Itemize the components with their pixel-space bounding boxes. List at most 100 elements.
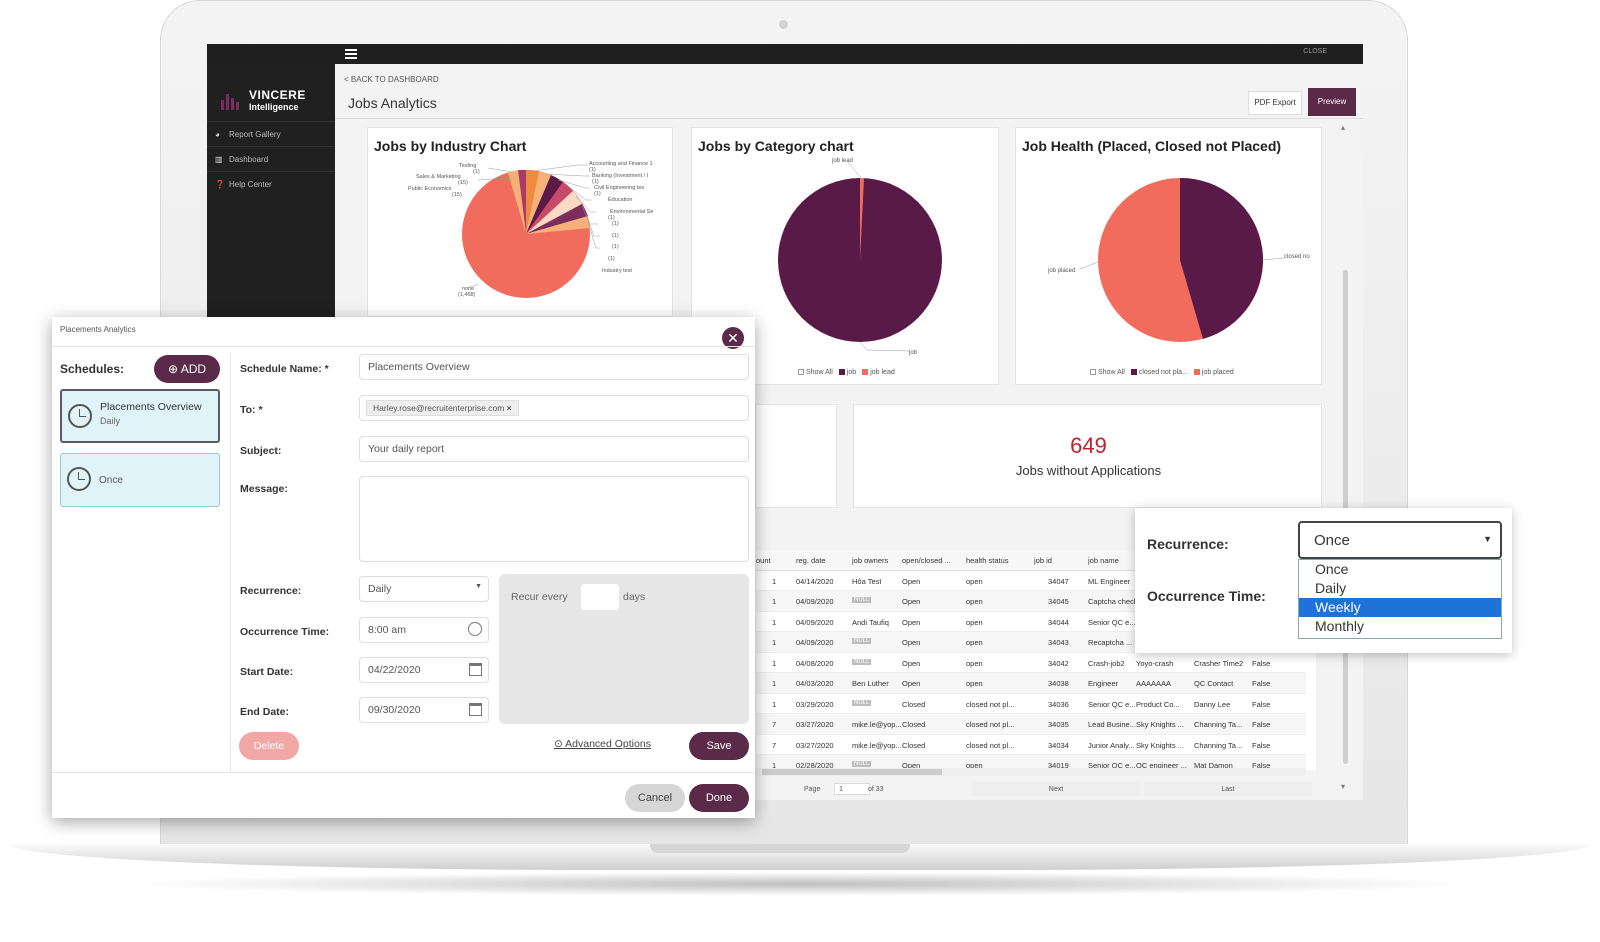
col-header[interactable]: job name [1088,556,1119,565]
option-once[interactable]: Once [1315,561,1349,577]
pie-icon: ◕ [215,130,220,139]
delete-button[interactable]: Delete [239,732,299,760]
cancel-button[interactable]: Cancel [625,784,685,812]
option-weekly[interactable]: Weekly [1299,598,1501,617]
add-schedule-button[interactable]: ⊕ ADD [154,355,220,383]
table-cell: Open [902,576,921,586]
schedule-item-selected[interactable]: Placements Overview Daily [60,389,220,443]
message-textarea[interactable] [359,476,749,562]
table-cell: mike.le@yop... [852,740,902,750]
recurrence-select[interactable]: Daily ▼ [359,576,489,602]
hamburger-menu-icon[interactable] [345,49,357,59]
table-cell: NULL [852,761,872,767]
clock-icon[interactable] [468,622,482,636]
table-row[interactable]: 7 03/27/2020 mike.le@yop... Closed closed no… [756,714,1306,735]
industry-none-value: (1,468) [458,292,476,298]
to-input[interactable]: Harley.rose@recruitenterprise.com × [359,395,749,421]
health-chart-card: Job Health (Placed, Closed not Placed) c… [1015,127,1322,385]
industry-label: Sales & Marketing [416,174,461,180]
schedule-name-label: Schedule Name: * [240,363,329,375]
table-cell: Sky Knights ... [1136,720,1184,729]
table-cell: 34047 [1048,576,1069,586]
table-cell: 04/08/2020 [796,658,834,668]
scroll-down-icon[interactable]: ▾ [1341,782,1346,791]
done-button[interactable]: Done [689,784,749,812]
table-cell: False [1252,740,1271,750]
category-legend[interactable]: Show All job job lead [792,369,895,376]
sidebar-item-dashboard[interactable]: ▥ Dashboard [207,146,335,171]
calendar-icon[interactable] [469,703,482,716]
save-button[interactable]: Save [689,732,749,760]
kpi-card-partial [755,404,837,508]
table-pager: Page 1 of 33 Next Last [756,782,1316,796]
col-header[interactable]: open/closed ... [902,556,951,565]
table-row[interactable]: 1 04/03/2020 Ben Luther Open open 34038 Engine… [756,673,1306,694]
table-hscroll[interactable] [756,768,1306,776]
table-cell: 04/09/2020 [796,617,834,627]
next-page-button[interactable]: Next [972,782,1140,796]
option-monthly[interactable]: Monthly [1315,618,1365,634]
recurrence-dropdown-callout: Recurrence: Occurrence Time: Once ▼ Once … [1135,508,1512,653]
table-cell: False [1252,761,1271,770]
to-label: To: * [240,404,263,416]
table-cell: open [966,638,983,647]
table-cell: Channing Ta... [1194,720,1243,729]
scroll-up-icon[interactable]: ▴ [1341,123,1346,132]
health-legend[interactable]: Show All closed not pla... job placed [1084,369,1234,376]
pdf-export-button[interactable]: PDF Export [1248,91,1302,115]
kpi-card-jobs-without-applications: 649 Jobs without Applications [853,404,1322,508]
table-cell: 34042 [1048,658,1069,668]
table-cell: False [1252,658,1271,668]
table-cell: 34019 [1048,761,1069,770]
schedule-item[interactable]: Once [60,453,220,507]
last-page-button[interactable]: Last [1144,782,1312,796]
recurrence-select-open[interactable]: Once ▼ [1298,521,1502,559]
table-row[interactable]: 1 04/09/2020 Andi Taufiq Open open 34044 Senio… [756,612,1306,632]
recur-every-label: Recur every [511,591,568,603]
close-icon[interactable]: ✕ [722,327,744,349]
advanced-options-link[interactable]: ⊙ Advanced Options [554,738,651,750]
table-cell: NULL [852,658,872,665]
table-cell: NULL [852,699,872,706]
occurrence-time-input[interactable]: 8:00 am [359,617,489,643]
table-cell: QC Contact [1194,679,1234,688]
pager-total: of 33 [868,786,884,793]
col-header[interactable]: job id [1034,556,1052,565]
col-header[interactable]: job owners [852,556,889,565]
option-daily[interactable]: Daily [1315,580,1347,596]
table-cell: Captcha check [1088,597,1138,606]
table-cell: 1 [772,597,777,606]
subject-input[interactable]: Your daily report [359,436,749,462]
industry-label: (1) [612,244,619,250]
table-cell: Senior QC e... [1088,761,1136,770]
col-header[interactable]: health status [966,556,1009,565]
table-cell: Closed [902,699,926,709]
page-number-input[interactable]: 1 [834,783,870,795]
col-header[interactable]: reg. date [796,556,826,565]
table-row[interactable]: 1 03/29/2020 NULL Closed closed not pl... 340… [756,694,1306,714]
remove-chip-icon[interactable]: × [506,403,512,413]
sidebar-item-report-gallery[interactable]: ◕ Report Gallery [207,121,335,146]
recurrence-label: Recurrence: [1147,536,1229,552]
bar-chart-icon: ▥ [215,155,223,164]
schedule-name-input[interactable]: Placements Overview [359,354,749,380]
recur-interval-input[interactable] [581,584,619,610]
table-row[interactable]: 1 04/14/2020 Hôa Test Open open 34047 ML Engin… [756,571,1306,591]
calendar-icon[interactable] [469,663,482,676]
back-to-dashboard-link[interactable]: < BACK TO DASHBOARD [344,75,439,84]
page-title: Jobs Analytics [348,95,437,111]
end-date-input[interactable]: 09/30/2020 [359,697,489,723]
col-header[interactable]: ount [756,556,771,565]
start-date-input[interactable]: 04/22/2020 [359,657,489,683]
health-label-left: job placed [1047,268,1075,274]
industry-label: (1) [612,233,619,239]
table-cell: closed not pl... [966,720,1015,729]
close-link[interactable]: CLOSE [1303,48,1327,55]
sidebar-item-help-center[interactable]: ❓ Help Center [207,171,335,196]
table-cell: open [966,679,983,688]
table-row[interactable]: 7 03/27/2020 mike.le@yop... Closed closed no… [756,735,1306,755]
table-cell: 1 [772,617,777,627]
preview-button[interactable]: Preview [1308,88,1356,116]
table-cell: Crasher Time2 [1194,658,1244,668]
table-row[interactable]: 1 04/08/2020 NULL Open open 34042 Crash-job2 Yo… [756,653,1306,673]
